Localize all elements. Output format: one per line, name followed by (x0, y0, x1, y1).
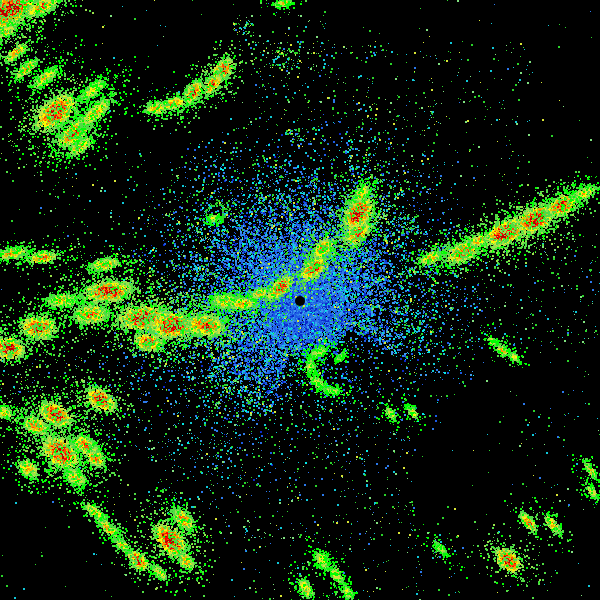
radar-reflectivity-canvas (0, 0, 600, 600)
radar-display (0, 0, 600, 600)
